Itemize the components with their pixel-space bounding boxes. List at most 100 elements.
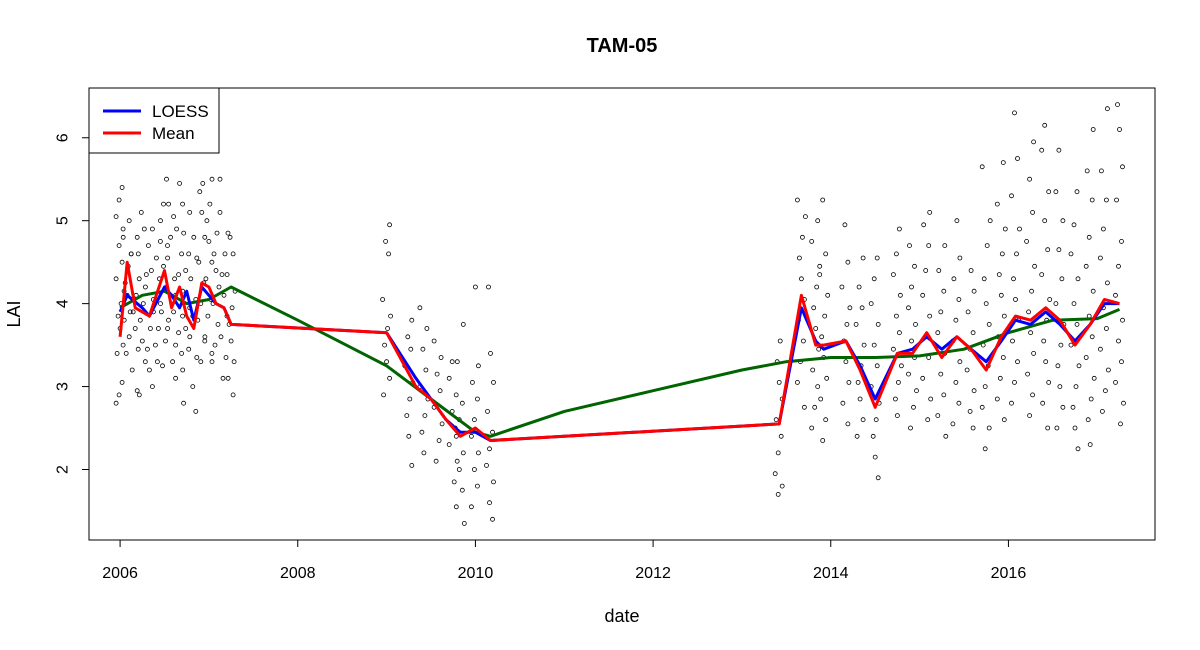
- scatter-point: [203, 276, 209, 282]
- scatter-point: [909, 338, 914, 344]
- scatter-point: [813, 326, 819, 331]
- scatter-point: [1060, 218, 1066, 224]
- scatter-point: [896, 379, 901, 385]
- scatter-point: [1039, 147, 1045, 153]
- scatter-point: [386, 251, 392, 257]
- scatter-point: [190, 384, 196, 390]
- scatter-point: [420, 346, 426, 352]
- scatter-point: [168, 234, 174, 240]
- scatter-point: [453, 504, 459, 510]
- scatter-point: [186, 346, 192, 352]
- scatter-point: [113, 214, 119, 220]
- scatter-point: [187, 334, 193, 340]
- chart-title: TAM-05: [587, 35, 658, 57]
- scatter-point: [421, 450, 427, 456]
- scatter-point: [120, 226, 126, 232]
- scatter-point: [820, 197, 826, 203]
- scatter-point: [1058, 342, 1064, 348]
- scatter-point: [911, 404, 916, 410]
- scatter-point: [223, 355, 229, 360]
- scatter-point: [423, 367, 429, 373]
- scatter-point: [964, 367, 970, 373]
- scatter-point: [928, 396, 934, 402]
- scatter-point: [950, 421, 956, 427]
- legend-label: LOESS: [152, 102, 209, 121]
- scatter-point: [861, 342, 867, 348]
- scatter-point: [1113, 379, 1118, 385]
- scatter-point: [1041, 338, 1047, 344]
- scatter-point: [215, 321, 221, 327]
- scatter-point: [899, 363, 904, 369]
- scatter-point: [874, 363, 880, 369]
- scatter-point: [439, 421, 445, 427]
- scatter-point: [218, 334, 224, 340]
- scatter-point: [1045, 425, 1051, 431]
- y-tick-label: 2: [55, 465, 72, 474]
- scatter-point: [459, 487, 465, 493]
- scatter-point: [487, 446, 492, 452]
- scatter-point: [908, 425, 913, 431]
- scatter-point: [176, 330, 182, 336]
- scatter-point: [491, 479, 496, 485]
- scatter-point: [1119, 359, 1124, 365]
- scatter-point: [1070, 404, 1076, 410]
- scatter-point: [404, 413, 410, 419]
- series-line-mean: [118, 260, 1120, 442]
- scatter-point: [800, 234, 805, 240]
- scatter-point: [810, 367, 816, 373]
- scatter-point: [485, 408, 490, 414]
- legend-label: Mean: [152, 124, 195, 143]
- scatter-point: [987, 218, 993, 224]
- scatter-point: [225, 375, 231, 381]
- scatter-point: [1105, 106, 1110, 112]
- scatter-point: [136, 276, 142, 282]
- scatter-point: [913, 321, 918, 327]
- scatter-point: [134, 388, 140, 394]
- scatter-point: [1099, 168, 1104, 174]
- scatter-point: [407, 396, 413, 402]
- scatter-point: [211, 251, 217, 257]
- scatter-point: [778, 433, 784, 439]
- scatter-point: [811, 305, 817, 311]
- scatter-point: [382, 342, 388, 348]
- scatter-point: [433, 458, 439, 464]
- scatter-point: [843, 359, 849, 365]
- scatter-point: [802, 404, 807, 410]
- scatter-point: [144, 346, 150, 352]
- scatter-point: [815, 384, 821, 390]
- scatter-point: [419, 429, 425, 435]
- x-axis-label: date: [604, 606, 639, 626]
- scatter-point: [1114, 197, 1119, 203]
- scatter-point: [816, 346, 822, 352]
- scatter-point: [202, 234, 208, 240]
- scatter-point: [1039, 272, 1045, 278]
- scatter-point: [387, 375, 393, 381]
- scatter-point: [406, 433, 412, 439]
- x-tick-label: 2012: [635, 565, 671, 582]
- scatter-point: [116, 392, 122, 398]
- scatter-point: [875, 475, 881, 481]
- scatter-point: [839, 284, 845, 290]
- scatter-point: [460, 321, 466, 327]
- scatter-point: [165, 255, 171, 261]
- scatter-point: [1029, 288, 1034, 294]
- scatter-point: [824, 375, 830, 381]
- scatter-point: [983, 301, 989, 307]
- scatter-point: [1059, 276, 1065, 282]
- scatter-point: [822, 313, 828, 319]
- scatter-point: [202, 338, 208, 344]
- scatter-point: [1002, 226, 1008, 232]
- scatter-point: [1042, 218, 1048, 224]
- scatter-point: [965, 309, 971, 315]
- scatter-point: [179, 350, 185, 356]
- scatter-point: [436, 438, 442, 443]
- scatter-point: [954, 218, 960, 224]
- scatter-point: [453, 392, 459, 398]
- scatter-point: [1083, 355, 1089, 360]
- scatter-point: [181, 400, 187, 406]
- scatter-point: [157, 238, 163, 244]
- scatter-point: [1010, 338, 1015, 344]
- scatter-point: [1100, 408, 1105, 414]
- scatter-point: [475, 450, 481, 456]
- scatter-point: [953, 317, 959, 323]
